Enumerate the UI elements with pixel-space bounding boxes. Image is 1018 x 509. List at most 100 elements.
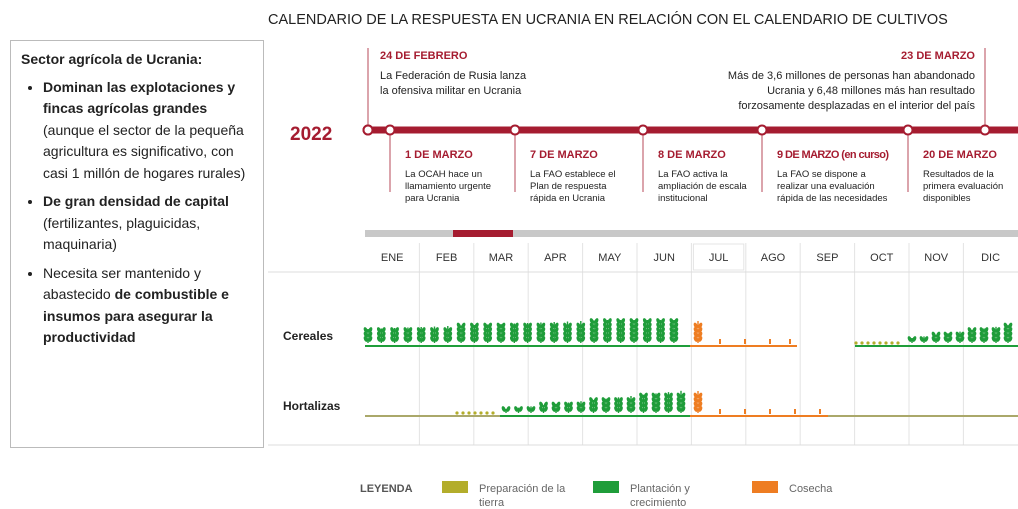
plant-leaf <box>664 397 669 403</box>
plant-leaf <box>1008 322 1013 329</box>
plant-leaf <box>642 336 648 342</box>
event-text: para Ucrania <box>405 193 460 204</box>
plant-leaf <box>581 336 586 342</box>
plant-leaf <box>394 331 399 338</box>
plant-leaf <box>607 331 612 338</box>
plant-leaf <box>456 336 461 342</box>
event-text: rápida de las necesidades <box>777 193 888 204</box>
plant-leaf <box>403 327 408 333</box>
plant-leaf <box>549 322 554 329</box>
plant-leaf <box>642 318 648 324</box>
plant-icon <box>403 327 413 343</box>
plant-icon <box>614 397 623 413</box>
plant-leaf <box>656 331 661 338</box>
bullet-text: De gran densidad de capital <box>43 193 229 209</box>
plant-leaf <box>368 331 373 338</box>
event-marker <box>902 124 914 136</box>
plant-icon <box>907 336 917 343</box>
plant-leaf <box>643 406 648 412</box>
plant-leaf <box>629 318 634 324</box>
plant-leaf <box>616 318 621 324</box>
event-text: realizar una evaluación <box>777 181 875 192</box>
plant-leaf <box>634 331 639 338</box>
prep-dot <box>467 411 471 415</box>
plant-leaf <box>576 336 581 342</box>
plant-icon <box>496 322 506 343</box>
legend-text-line: Plantación y <box>630 483 690 495</box>
plant-leaf <box>518 406 523 412</box>
plant-leaf <box>629 336 634 342</box>
plant-leaf <box>456 322 461 329</box>
plant-leaf <box>979 336 984 342</box>
plant-leaf <box>681 401 686 408</box>
plant-leaf <box>593 401 598 408</box>
event-date: 24 DE FEBRERO <box>380 50 468 62</box>
prep-dot <box>884 341 888 345</box>
event-date: 20 DE MARZO <box>923 149 997 161</box>
plant-leaf <box>972 327 977 333</box>
plant-leaf <box>1003 322 1008 329</box>
plant-icon <box>639 392 648 413</box>
month-label: MAR <box>489 252 514 264</box>
plant-leaf <box>470 327 475 333</box>
month-label: NOV <box>924 252 949 264</box>
plant-icon <box>669 318 679 343</box>
month-label: SEP <box>816 252 838 264</box>
plant-leaf <box>456 327 461 333</box>
plant-leaf <box>539 401 544 408</box>
plant-leaf <box>448 331 453 338</box>
plant-leaf <box>693 331 698 338</box>
plant-leaf <box>581 322 586 329</box>
plant-leaf <box>972 331 977 338</box>
plant-leaf <box>1008 331 1013 338</box>
prep-dot <box>866 341 870 345</box>
plant-icon <box>1003 322 1013 343</box>
plant-leaf <box>526 406 531 412</box>
plant-leaf <box>527 327 532 333</box>
plant-leaf <box>474 322 479 329</box>
plant-leaf <box>496 331 501 338</box>
plant-leaf <box>527 322 532 329</box>
event-date: 1 DE MARZO <box>405 149 473 161</box>
plant-leaf <box>618 401 623 408</box>
event-text: La FAO establece el <box>530 169 616 180</box>
plant-leaf <box>576 406 581 412</box>
plant-leaf <box>634 318 639 324</box>
plant-leaf <box>543 406 548 412</box>
legend-swatch <box>593 481 619 493</box>
event-text: Plan de respuesta <box>530 181 607 192</box>
plant-leaf <box>656 397 661 403</box>
plant-leaf <box>668 397 673 403</box>
plant-leaf <box>556 406 561 412</box>
plant-leaf <box>448 327 453 333</box>
bullet-text: Necesita ser mantenido y abastecido <box>43 264 201 303</box>
plant-leaf <box>589 401 594 408</box>
plant-leaf <box>603 336 608 342</box>
plant-leaf <box>616 336 621 342</box>
prep-dot <box>872 341 876 345</box>
plant-leaf <box>541 331 546 338</box>
plant-leaf <box>421 327 426 333</box>
plant-leaf <box>390 331 395 338</box>
plant-leaf <box>551 406 556 412</box>
plant-icon <box>616 318 626 343</box>
plant-leaf <box>601 397 606 403</box>
plant-leaf <box>474 331 479 338</box>
event-text: Más de 3,6 millones de personas han aban… <box>728 70 975 82</box>
plant-leaf <box>509 336 515 342</box>
plant-leaf <box>693 401 698 408</box>
legend-text-line: crecimiento <box>630 497 686 509</box>
plant-leaf <box>634 336 639 342</box>
plant-leaf <box>656 327 661 333</box>
plant-leaf <box>456 331 461 338</box>
plant-leaf <box>639 397 644 403</box>
plant-leaf <box>536 331 541 338</box>
plant-leaf <box>669 327 674 333</box>
plant-leaf <box>564 401 569 408</box>
plant-leaf <box>506 406 511 412</box>
plant-leaf <box>527 331 532 338</box>
month-label: JUL <box>709 252 729 264</box>
plant-leaf <box>676 406 681 412</box>
plant-leaf <box>631 406 636 412</box>
plant-leaf <box>618 397 623 403</box>
